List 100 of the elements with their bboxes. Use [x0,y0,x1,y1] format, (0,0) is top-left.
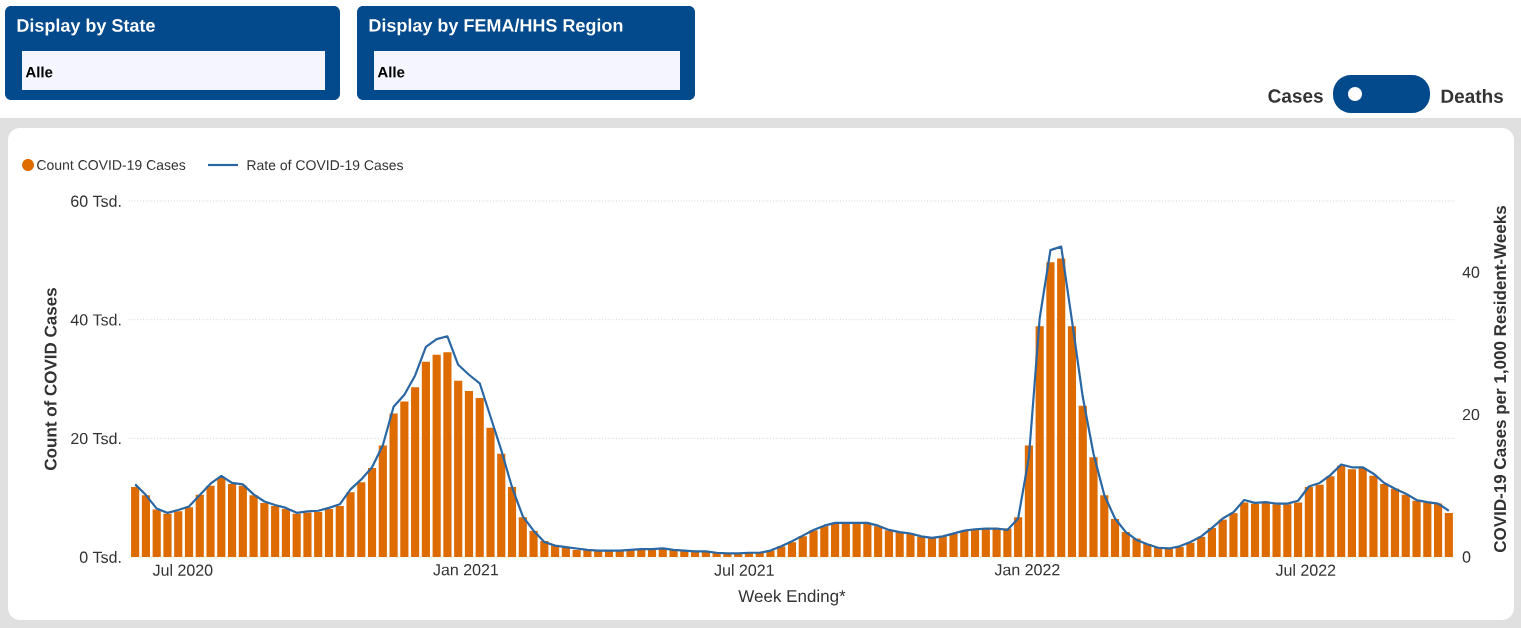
text: Display by State [17,18,155,36]
bar [820,526,829,558]
bar [421,361,430,558]
bar [895,532,904,558]
bar [238,485,247,558]
bar [1100,495,1109,558]
bar [830,523,840,558]
bar [1207,527,1217,558]
bar [1369,475,1378,558]
bar [174,511,183,558]
bar [1164,548,1173,558]
bar [303,512,312,558]
bar [529,530,538,558]
bar [1390,488,1400,558]
y2-tick-label: 40 [1462,266,1480,278]
bar [411,387,420,558]
x-tick-label: Jul 2022 [1275,564,1336,576]
bar [798,536,807,558]
bar [1337,465,1346,558]
x-tick-label: Jul 2021 [714,564,774,576]
bar [475,398,484,558]
text: Alle [377,66,405,78]
bar [367,468,377,558]
bar [1089,457,1098,558]
bar [874,526,883,558]
bar [927,538,937,558]
bar [131,486,140,558]
bar [184,507,194,558]
bar [346,492,355,558]
bar [1347,469,1357,558]
x-tick-label: Jul 2020 [152,564,213,576]
bar [884,530,893,558]
bar [981,528,990,558]
bar [486,427,495,558]
bar [1143,543,1152,558]
text: Display by FEMA/HHS Region [369,18,623,36]
bar [1358,468,1367,558]
bar [464,390,474,558]
bar [1315,484,1324,558]
text: Cases [1268,89,1323,103]
bar [1110,519,1120,558]
bar [518,517,527,558]
y-tick-label: 20 Tsd. [71,432,121,445]
bar [206,485,215,558]
y2-tick-label: 20 [1462,408,1480,421]
bar [271,505,280,558]
x-tick-label: Jan 2022 [994,564,1060,576]
bar [1186,542,1195,558]
legend-label: Rate of COVID-19 Cases [247,159,404,171]
bar [1067,326,1077,558]
bar [1078,405,1087,558]
bar [1132,538,1141,558]
bar [852,523,861,558]
bar [228,484,237,558]
bar [1294,502,1303,558]
bar [292,513,301,558]
bar [497,453,506,558]
bar [1197,536,1206,558]
bar [195,494,204,558]
bar [949,533,958,558]
bar [1121,532,1130,558]
bar [1003,528,1012,558]
bar [1175,546,1184,558]
bar [809,530,818,558]
bar [260,503,269,558]
bar [1444,513,1453,558]
bar [1024,445,1033,558]
bar [1272,504,1281,558]
bar [1250,503,1260,558]
bar [432,354,441,558]
bar [314,511,323,558]
bar [141,495,150,558]
bar [443,352,452,558]
bar [400,401,409,558]
bar [1423,502,1432,558]
bar [1304,486,1313,558]
bar [357,482,366,558]
bar [1240,502,1249,558]
y-axis-title: Count of COVID Cases [44,288,57,470]
bar [1014,517,1023,558]
bar [454,380,463,558]
y2-tick-label: 0 [1462,551,1471,563]
y-tick-label: 0 Tsd. [79,551,121,563]
bar [863,523,872,558]
x-tick-label: Jan 2021 [433,564,498,576]
bar [1412,500,1421,558]
bar [249,495,258,558]
bar [1401,494,1410,558]
bar [841,523,850,558]
text: Alle [25,66,53,78]
bar [960,530,969,558]
bar [572,549,581,558]
bar [992,528,1001,558]
y2-axis-title: COVID-19 Cases per 1,000 Resident-Weeks [1493,206,1510,553]
bar [1434,503,1443,558]
bar [1261,503,1270,558]
y-tick-label: 40 Tsd. [70,313,121,326]
bar [906,533,915,558]
bar [281,508,290,558]
bar [787,542,797,558]
